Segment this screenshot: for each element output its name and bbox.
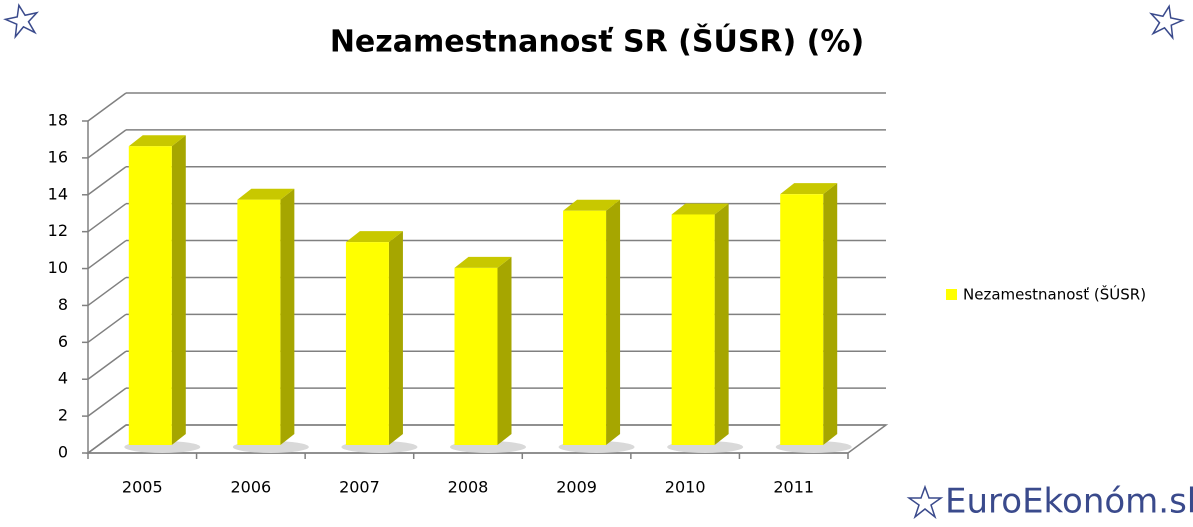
grid-line bbox=[87, 92, 127, 122]
y-tick-label: 10 bbox=[48, 258, 68, 277]
bar-side bbox=[497, 256, 512, 445]
legend-swatch bbox=[946, 289, 957, 300]
bar-top bbox=[454, 256, 512, 268]
bar bbox=[780, 194, 824, 445]
y-tick-label: 0 bbox=[58, 443, 68, 462]
bar-side bbox=[714, 203, 729, 445]
bar-side bbox=[388, 231, 403, 445]
chart-title: Nezamestnanosť SR (ŠÚSR) (%) bbox=[330, 23, 864, 60]
grid-line bbox=[87, 129, 127, 159]
legend-label: Nezamestnanosť (ŠÚSR) bbox=[963, 285, 1146, 304]
x-tick-label: 2008 bbox=[448, 478, 489, 497]
x-tick-label: 2010 bbox=[665, 478, 706, 497]
y-tick-label: 14 bbox=[48, 184, 68, 203]
bar bbox=[454, 267, 498, 445]
x-tick-label: 2006 bbox=[230, 478, 271, 497]
bar-side bbox=[823, 183, 838, 445]
x-tick-label: 2011 bbox=[773, 478, 814, 497]
decoration bbox=[3, 3, 1185, 520]
bar-side bbox=[171, 135, 186, 445]
grid-line bbox=[87, 203, 127, 233]
grid-line bbox=[87, 350, 127, 380]
bar bbox=[237, 199, 281, 445]
bar bbox=[563, 210, 607, 445]
bar-top bbox=[780, 183, 838, 195]
x-tick-label: 2007 bbox=[339, 478, 380, 497]
x-tick-label: 2005 bbox=[122, 478, 163, 497]
x-tick-label: 2009 bbox=[556, 478, 597, 497]
bar-top bbox=[345, 231, 403, 243]
bar-side bbox=[606, 199, 621, 445]
bar-top bbox=[128, 135, 186, 147]
bar bbox=[345, 242, 389, 445]
grid-line bbox=[87, 239, 127, 270]
bar-side bbox=[280, 188, 295, 445]
bar-top bbox=[671, 203, 729, 215]
bar-top bbox=[563, 199, 621, 211]
bar bbox=[128, 146, 172, 445]
grid-line bbox=[87, 276, 127, 307]
y-tick-label: 2 bbox=[58, 406, 68, 425]
bar bbox=[671, 214, 715, 445]
grid-line bbox=[87, 313, 127, 343]
y-tick-label: 12 bbox=[48, 221, 68, 240]
y-tick-label: 4 bbox=[58, 369, 68, 388]
branding: EuroEkonóm.sk bbox=[945, 482, 1193, 522]
bar-top bbox=[237, 188, 295, 200]
y-tick-label: 16 bbox=[48, 147, 68, 166]
y-tick-label: 8 bbox=[58, 295, 68, 314]
grid-line bbox=[87, 166, 127, 196]
grid-line bbox=[87, 424, 127, 454]
y-tick-label: 18 bbox=[48, 111, 68, 130]
grid-line bbox=[87, 387, 127, 417]
y-tick-label: 6 bbox=[58, 332, 68, 351]
